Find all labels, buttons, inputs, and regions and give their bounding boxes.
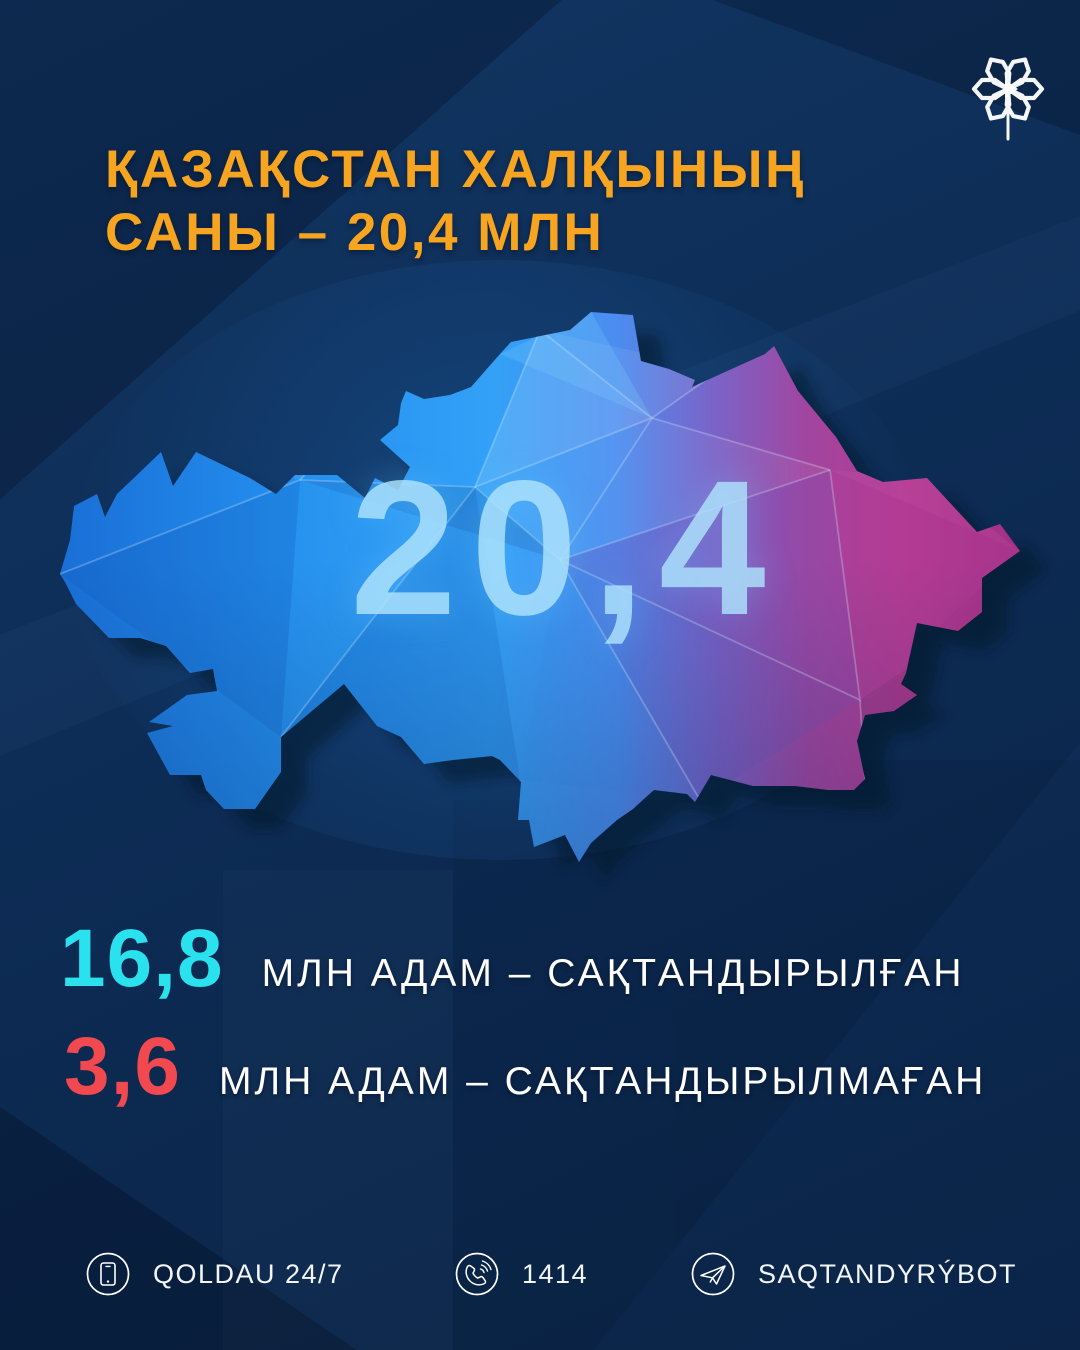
page-title: ҚАЗАҚСТАН ХАЛҚЫНЫҢ САНЫ – 20,4 МЛН <box>105 138 806 264</box>
smartphone-icon <box>86 1252 130 1296</box>
phone-call-icon <box>455 1252 499 1296</box>
footer-bot: SAQTANDYRÝBOT <box>691 1252 1017 1296</box>
paper-plane-icon <box>691 1252 735 1296</box>
footer-bot-label: SAQTANDYRÝBOT <box>758 1258 1018 1289</box>
snowflake-knot-logo <box>971 57 1045 141</box>
title-line-2: САНЫ – 20,4 МЛН <box>105 203 605 262</box>
footer-phone-label: 1414 <box>522 1258 589 1289</box>
title-line-1: ҚАЗАҚСТАН ХАЛҚЫНЫҢ <box>105 140 806 199</box>
footer-support: QOLDAU 24/7 <box>86 1252 344 1296</box>
stat-insured: 16,8 МЛН АДАМ – САҚТАНДЫРЫЛҒАН <box>60 918 964 1000</box>
uninsured-value: 3,6 <box>64 1021 181 1112</box>
footer-support-label: QOLDAU 24/7 <box>153 1258 344 1289</box>
uninsured-label: МЛН АДАМ – САҚТАНДЫРЫЛМАҒАН <box>219 1060 987 1103</box>
map-population-value: 20,4 <box>350 440 780 655</box>
insured-value: 16,8 <box>60 913 224 1004</box>
insured-label: МЛН АДАМ – САҚТАНДЫРЫЛҒАН <box>261 952 965 995</box>
footer-phone: 1414 <box>455 1252 588 1296</box>
stat-uninsured: 3,6 МЛН АДАМ – САҚТАНДЫРЫЛМАҒАН <box>64 1026 986 1108</box>
